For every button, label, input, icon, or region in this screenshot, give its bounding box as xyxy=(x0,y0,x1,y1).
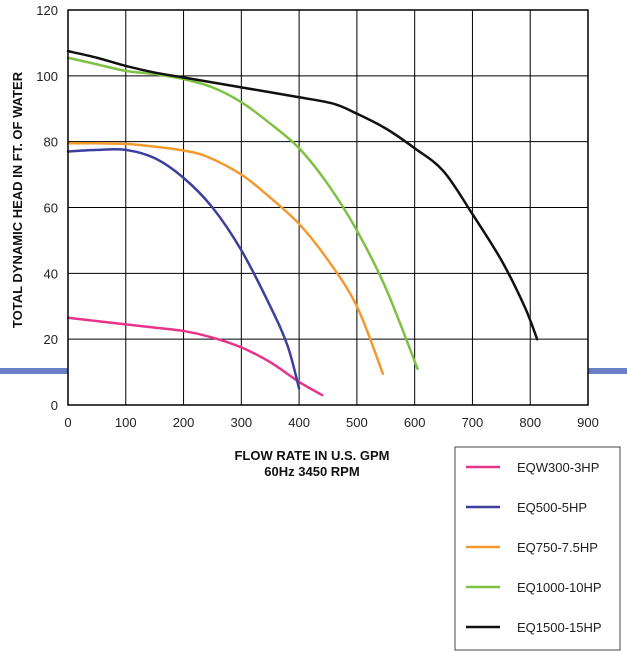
y-tick-label: 40 xyxy=(44,266,58,281)
x-tick-label: 300 xyxy=(230,415,252,430)
legend-label-eqw300-3hp: EQW300-3HP xyxy=(517,460,599,475)
legend-label-eq750-7-5hp: EQ750-7.5HP xyxy=(517,540,598,555)
series-line-eq1000-10hp xyxy=(66,56,419,371)
x-tick-label: 500 xyxy=(346,415,368,430)
x-tick-label: 700 xyxy=(462,415,484,430)
series-line-eq1500-15hp xyxy=(66,49,539,341)
x-tick-label: 400 xyxy=(288,415,310,430)
x-tick-label: 600 xyxy=(404,415,426,430)
y-tick-label: 60 xyxy=(44,201,58,216)
x-axis-sublabel: 60Hz 3450 RPM xyxy=(264,464,359,479)
series-line-eq500-5hp xyxy=(66,147,301,390)
series-line-eqw300-3hp xyxy=(66,316,324,397)
legend-label-eq500-5hp: EQ500-5HP xyxy=(517,500,587,515)
y-tick-label: 20 xyxy=(44,332,58,347)
x-tick-labels: 0 100 200 300 400 500 600 700 800 900 xyxy=(64,415,598,430)
legend: EQW300-3HP EQ500-5HP EQ750-7.5HP EQ1000-10H… xyxy=(466,460,602,635)
x-tick-label: 800 xyxy=(519,415,541,430)
x-tick-label: 0 xyxy=(64,415,71,430)
y-tick-label: 80 xyxy=(44,135,58,150)
y-tick-label: 100 xyxy=(36,69,58,84)
plot-frame xyxy=(67,9,589,406)
x-tick-label: 100 xyxy=(115,415,137,430)
x-axis-label: FLOW RATE IN U.S. GPM xyxy=(234,448,389,463)
y-tick-label: 120 xyxy=(36,3,58,18)
series-lines xyxy=(66,49,539,397)
y-tick-label: 0 xyxy=(51,398,58,413)
x-tick-label: 900 xyxy=(577,415,599,430)
legend-label-eq1000-10hp: EQ1000-10HP xyxy=(517,580,602,595)
legend-label-eq1500-15hp: EQ1500-15HP xyxy=(517,620,602,635)
y-tick-labels: 0 20 40 60 80 100 120 xyxy=(36,3,58,413)
y-axis-label: TOTAL DYNAMIC HEAD IN FT. OF WATER xyxy=(10,71,25,328)
series-line-eq750-7-5hp xyxy=(66,142,385,375)
legend-box xyxy=(454,446,621,651)
x-tick-label: 200 xyxy=(173,415,195,430)
